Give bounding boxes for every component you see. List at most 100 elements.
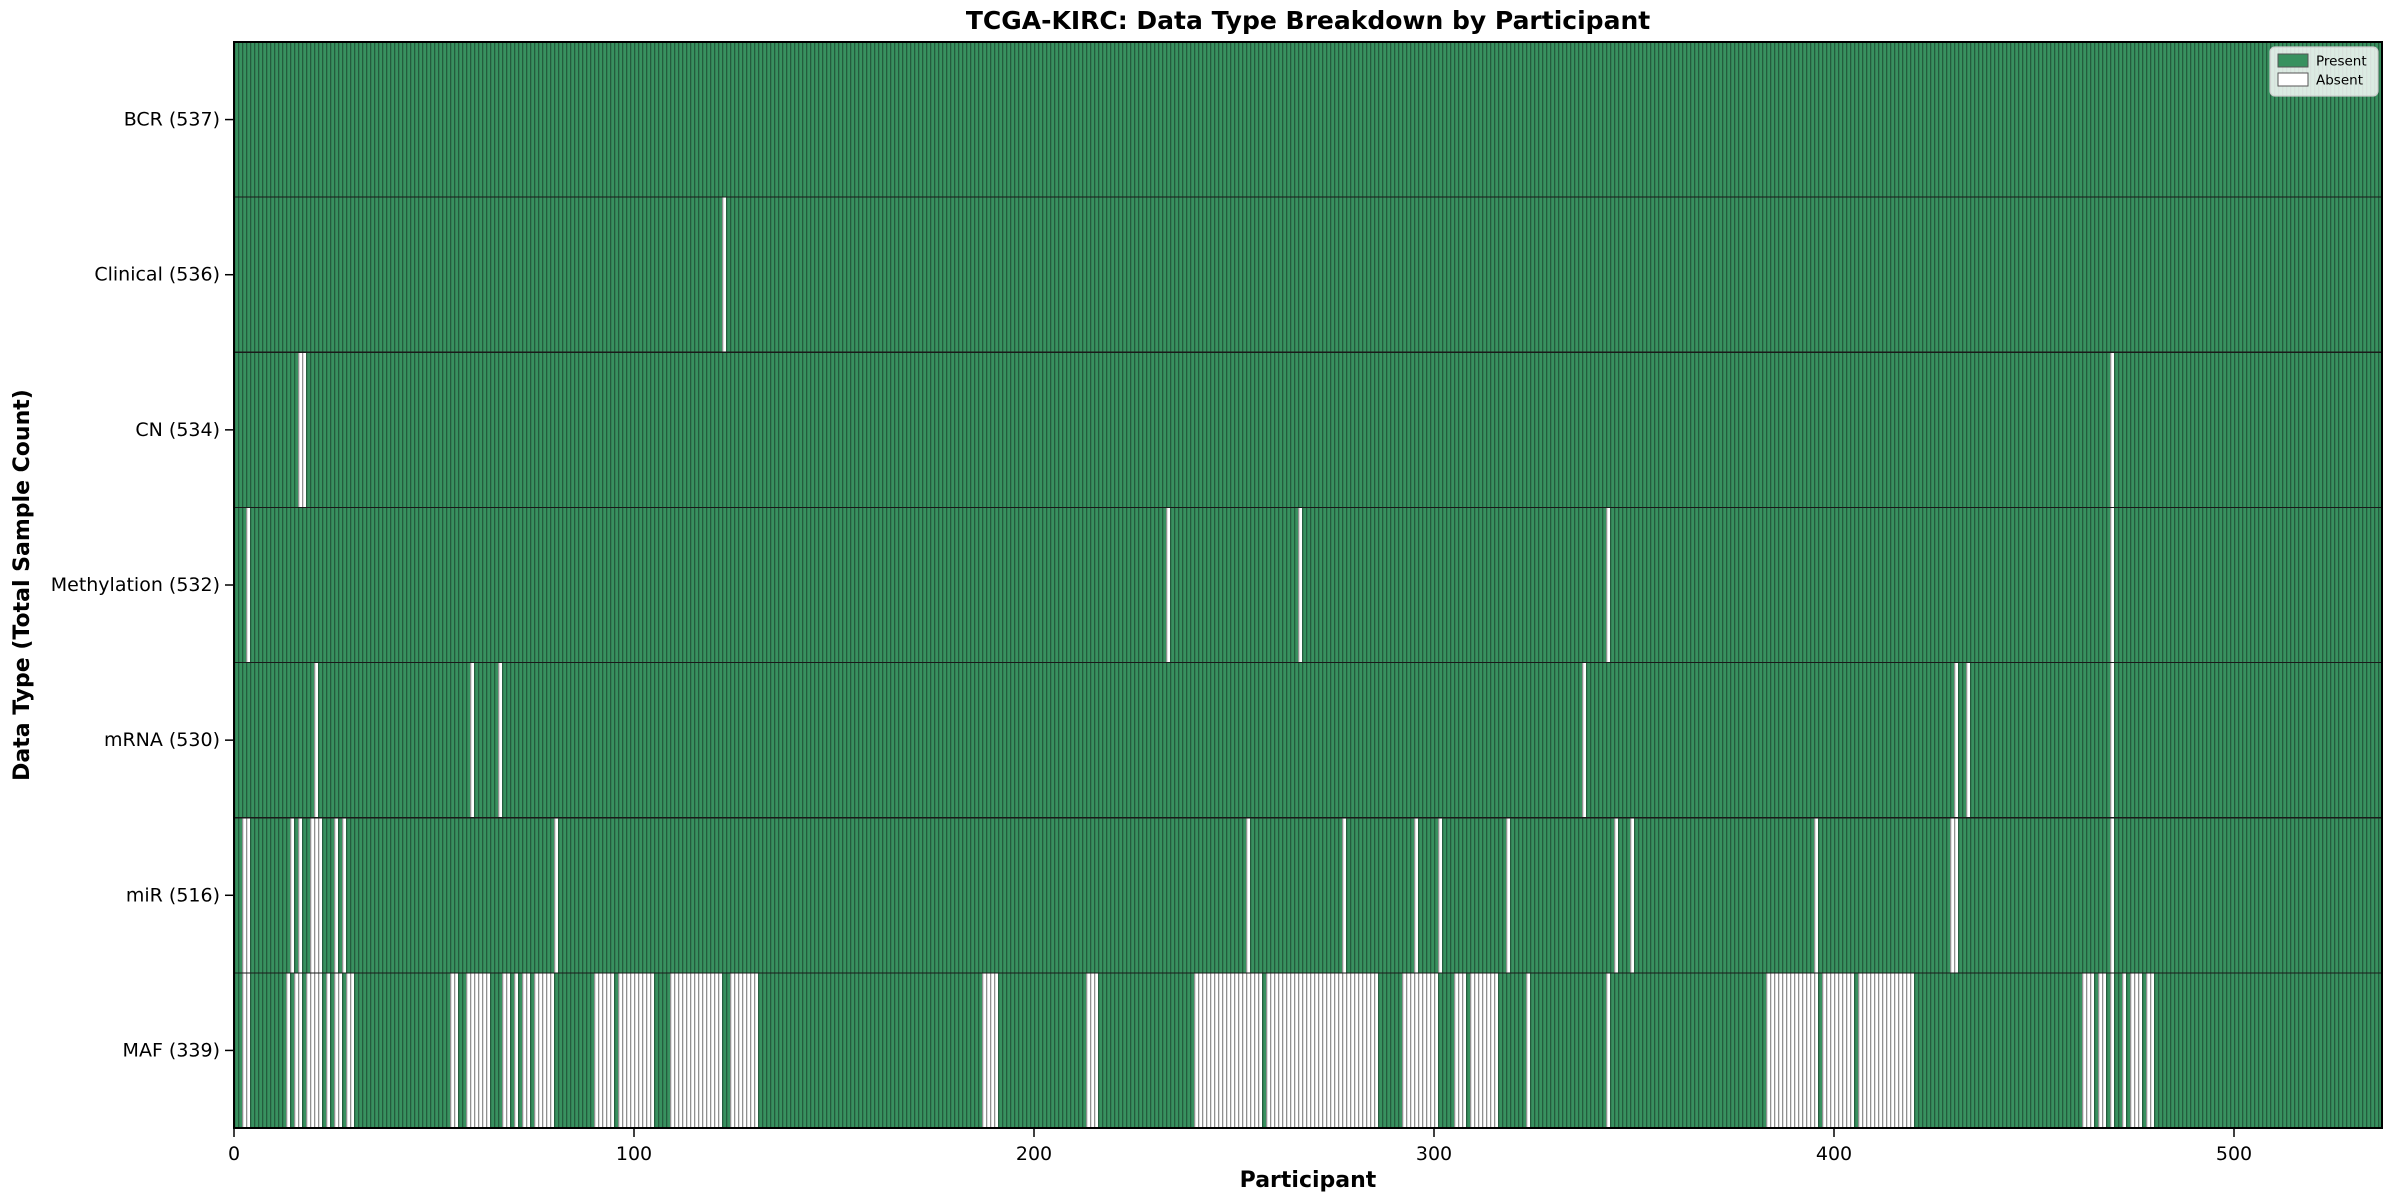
row-bars-miR <box>234 817 2382 973</box>
absent-bar <box>346 972 354 1128</box>
row-bars-Methylation <box>234 507 2382 663</box>
absent-bar <box>1822 972 1854 1128</box>
present-bars <box>234 662 2382 818</box>
absent-bar <box>286 972 290 1128</box>
x-tick-label: 300 <box>1416 1143 1452 1165</box>
x-tick-label: 0 <box>228 1143 240 1165</box>
absent-bar <box>1086 972 1098 1128</box>
absent-bar <box>450 972 458 1128</box>
absent-bar <box>1506 817 1510 973</box>
legend-swatch-present <box>2277 53 2309 68</box>
x-tick-label: 400 <box>1816 1143 1852 1165</box>
y-tick-label-CN: CN (534) <box>135 419 220 441</box>
absent-bar <box>498 662 502 818</box>
row-bars-CN <box>234 352 2382 508</box>
y-tick-label-mRNA: mRNA (530) <box>104 729 220 751</box>
row-bars-BCR <box>234 42 2382 198</box>
absent-bar <box>342 817 346 973</box>
x-tick-label: 200 <box>1016 1143 1052 1165</box>
absent-bar <box>2130 972 2142 1128</box>
y-tick-label-Clinical: Clinical (536) <box>94 264 220 286</box>
absent-bar <box>1342 817 1346 973</box>
x-axis-label: Participant <box>1239 1168 1377 1193</box>
row-bars-mRNA <box>234 662 2382 818</box>
absent-bar <box>242 817 250 973</box>
absent-bar <box>1438 817 1442 973</box>
absent-bar <box>1858 972 1914 1128</box>
absent-bar <box>2110 507 2114 663</box>
absent-bar <box>1814 817 1818 973</box>
absent-bar <box>1966 662 1970 818</box>
absent-bar <box>670 972 722 1128</box>
absent-bar <box>2110 972 2114 1128</box>
present-bars <box>234 42 2382 198</box>
absent-bar <box>2110 817 2114 973</box>
absent-bar <box>534 972 554 1128</box>
y-tick-label-Methylation: Methylation (532) <box>51 574 220 596</box>
absent-bar <box>1266 972 1378 1128</box>
absent-bar <box>470 662 474 818</box>
absent-bar <box>306 972 322 1128</box>
absent-bar <box>1454 972 1466 1128</box>
legend-swatch-absent <box>2277 72 2309 87</box>
absent-bar <box>298 817 302 973</box>
absent-bar <box>554 817 558 973</box>
absent-bar <box>2082 972 2094 1128</box>
present-bars <box>234 507 2382 663</box>
chart-title: TCGA-KIRC: Data Type Breakdown by Partic… <box>965 6 1651 35</box>
absent-bar <box>334 817 338 973</box>
absent-bar <box>1194 972 1262 1128</box>
y-tick-label-miR: miR (516) <box>126 884 220 906</box>
absent-bar <box>982 972 998 1128</box>
x-axis: 0 100 200 300 400 500 <box>228 1128 2252 1165</box>
absent-bar <box>594 972 614 1128</box>
absent-bar <box>326 972 330 1128</box>
present-bars <box>234 197 2382 353</box>
absent-bar <box>1630 817 1634 973</box>
row-bars-MAF <box>234 972 2382 1128</box>
absent-bar <box>242 972 250 1128</box>
absent-bar <box>2110 352 2114 508</box>
legend-label-present: Present <box>2316 54 2367 70</box>
absent-bar <box>466 972 490 1128</box>
absent-bar <box>2146 972 2154 1128</box>
absent-bar <box>1414 817 1418 973</box>
absent-bar <box>1298 507 1302 663</box>
absent-bar <box>2110 662 2114 818</box>
row-bars-Clinical <box>234 197 2382 353</box>
absent-bar <box>1950 817 1958 973</box>
absent-bar <box>522 972 530 1128</box>
absent-bar <box>514 972 518 1128</box>
y-tick-label-MAF: MAF (339) <box>123 1039 220 1061</box>
absent-bar <box>1402 972 1438 1128</box>
absent-bar <box>298 352 306 508</box>
absent-bar <box>310 817 322 973</box>
absent-bar <box>1606 507 1610 663</box>
present-bars <box>234 352 2382 508</box>
present-bars <box>234 817 2382 973</box>
y-tick-label-BCR: BCR (537) <box>124 109 220 131</box>
absent-bar <box>294 972 302 1128</box>
absent-bar <box>1470 972 1498 1128</box>
absent-bar <box>2122 972 2126 1128</box>
y-axis-label: Data Type (Total Sample Count) <box>10 389 35 781</box>
absent-bar <box>1166 507 1170 663</box>
absent-bar <box>1582 662 1586 818</box>
absent-bar <box>334 972 342 1128</box>
absent-bar <box>290 817 294 973</box>
x-tick-label: 500 <box>2216 1143 2252 1165</box>
absent-bar <box>1766 972 1818 1128</box>
absent-bar <box>1954 662 1958 818</box>
absent-bar <box>730 972 758 1128</box>
x-tick-label: 100 <box>616 1143 652 1165</box>
absent-bar <box>2098 972 2106 1128</box>
legend-label-absent: Absent <box>2316 73 2363 89</box>
absent-bar <box>1526 972 1530 1128</box>
y-axis: BCR (537) Clinical (536) CN (534) Methylati… <box>51 109 234 1061</box>
absent-bar <box>1614 817 1618 973</box>
absent-bar <box>502 972 510 1128</box>
absent-bar <box>618 972 654 1128</box>
absent-bar <box>246 507 250 663</box>
absent-bar <box>722 197 726 353</box>
